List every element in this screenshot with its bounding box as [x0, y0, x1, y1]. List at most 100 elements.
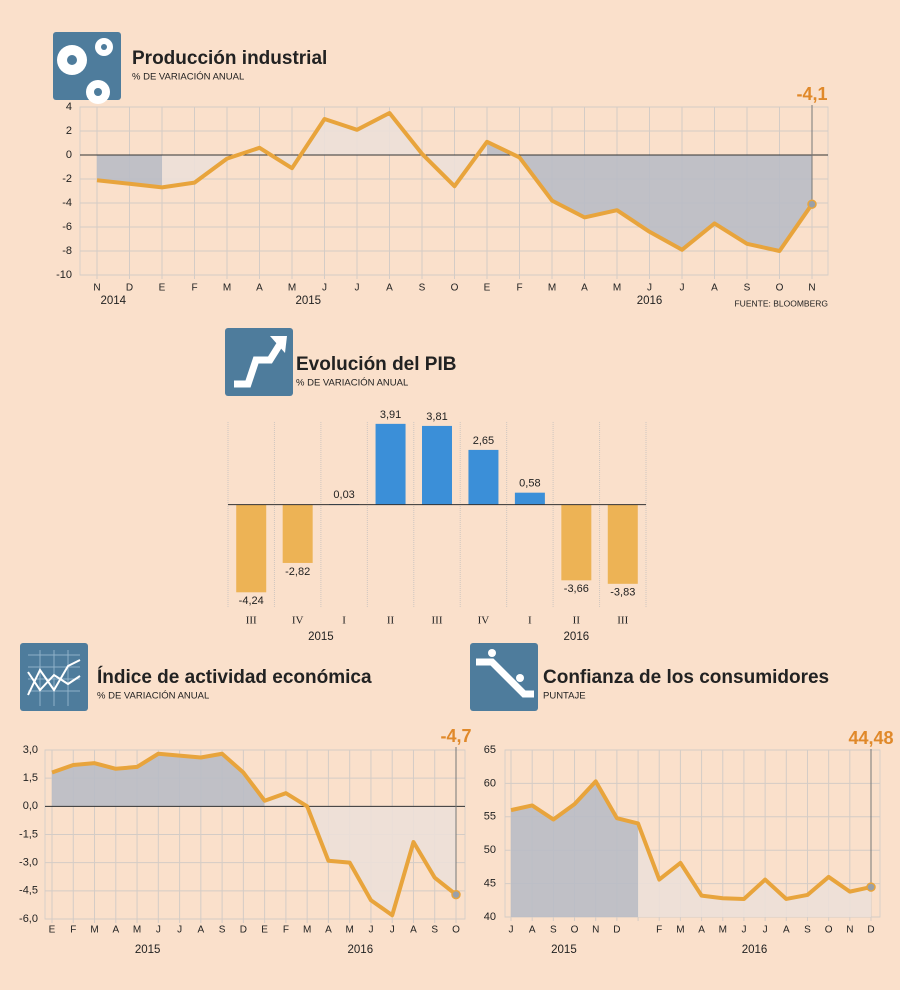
x-tick-label: IV	[478, 615, 490, 627]
x-tick-label: S	[744, 283, 751, 294]
year-label: 2016	[348, 944, 374, 956]
year-label: 2014	[100, 295, 126, 307]
x-tick-label: I	[528, 615, 532, 627]
x-tick-label: J	[647, 283, 652, 294]
x-tick-label: M	[288, 283, 296, 294]
annotation: -4,7	[440, 726, 471, 746]
x-tick-label: O	[452, 925, 460, 936]
x-tick-label: M	[719, 925, 727, 936]
x-tick-label: O	[571, 925, 579, 936]
value-label: -4,24	[239, 595, 264, 607]
y-tick-label: 4	[66, 101, 72, 113]
value-label: -3,83	[610, 587, 635, 599]
y-tick-label: -3,0	[19, 857, 38, 869]
x-tick-label: N	[93, 283, 100, 294]
x-tick-label: A	[256, 283, 263, 294]
area	[511, 781, 639, 917]
x-tick-label: D	[240, 925, 247, 936]
x-tick-label: M	[90, 925, 98, 936]
x-tick-label: E	[159, 283, 166, 294]
y-tick-label: -2	[62, 173, 72, 185]
line	[96, 111, 814, 253]
y-tick-label: 60	[484, 777, 496, 789]
area	[638, 823, 871, 917]
x-tick-label: M	[548, 283, 556, 294]
value-label: -2,82	[285, 566, 310, 578]
x-tick-label: IV	[292, 615, 304, 627]
y-tick-label: -8	[62, 245, 72, 257]
x-tick-label: F	[283, 925, 289, 936]
title: Evolución del PIB	[296, 354, 456, 375]
x-tick-label: S	[431, 925, 438, 936]
bar	[514, 492, 545, 505]
value-label: 3,91	[380, 409, 401, 421]
x-tick-label: A	[581, 283, 588, 294]
x-tick-label: A	[325, 925, 332, 936]
x-tick-label: O	[776, 283, 784, 294]
x-tick-label: S	[219, 925, 226, 936]
x-tick-label: A	[410, 925, 417, 936]
year-label: 2016	[564, 631, 590, 643]
icon-chart	[20, 643, 88, 711]
value-label: 2,65	[473, 435, 494, 447]
year-label: 2015	[551, 944, 577, 956]
annotation: 44,48	[848, 728, 893, 748]
x-tick-label: II	[573, 615, 581, 627]
y-tick-label: -6	[62, 221, 72, 233]
y-tick-label: 0,0	[23, 800, 38, 812]
y-tick-label: -1,5	[19, 828, 38, 840]
x-tick-label: II	[387, 615, 395, 627]
subtitle: % DE VARIACIÓN ANUAL	[97, 691, 209, 702]
x-tick-label: J	[322, 283, 327, 294]
x-tick-label: E	[484, 283, 491, 294]
x-tick-label: F	[656, 925, 662, 936]
x-tick-label: M	[613, 283, 621, 294]
area	[97, 155, 162, 188]
x-tick-label: A	[529, 925, 536, 936]
y-tick-label: -4,5	[19, 885, 38, 897]
x-tick-label: A	[783, 925, 790, 936]
year-label: 2016	[742, 944, 768, 956]
value-label: 0,03	[333, 489, 354, 501]
y-tick-label: 65	[484, 744, 496, 756]
y-tick-label: 40	[484, 911, 496, 923]
x-tick-label: N	[592, 925, 599, 936]
x-tick-label: N	[846, 925, 853, 936]
end-point	[866, 882, 876, 892]
icon-arrow	[225, 328, 293, 396]
y-tick-label: 3,0	[23, 744, 38, 756]
y-tick-label: 55	[484, 811, 496, 823]
x-tick-label: S	[419, 283, 426, 294]
x-tick-label: O	[825, 925, 833, 936]
x-tick-label: E	[261, 925, 268, 936]
x-tick-label: F	[191, 283, 197, 294]
bar	[282, 504, 313, 563]
end-point	[451, 889, 461, 900]
x-tick-label: A	[386, 283, 393, 294]
icon-gears	[53, 32, 121, 104]
x-tick-label: J	[368, 925, 373, 936]
value-label: 0,58	[519, 478, 540, 490]
x-tick-label: M	[303, 925, 311, 936]
end-point	[807, 199, 817, 209]
y-tick-label: 2	[66, 125, 72, 137]
subtitle: % DE VARIACIÓN ANUAL	[296, 378, 408, 389]
x-tick-label: M	[346, 925, 354, 936]
x-tick-label: F	[516, 283, 522, 294]
x-tick-label: J	[680, 283, 685, 294]
x-tick-label: A	[698, 925, 705, 936]
x-tick-label: J	[156, 925, 161, 936]
icon-escalator	[470, 643, 538, 711]
x-tick-label: III	[617, 615, 628, 627]
subtitle: % DE VARIACIÓN ANUAL	[132, 72, 244, 83]
x-tick-label: D	[613, 925, 620, 936]
x-tick-label: III	[246, 615, 257, 627]
x-tick-label: D	[867, 925, 874, 936]
x-tick-label: III	[432, 615, 443, 627]
x-tick-label: E	[49, 925, 56, 936]
x-tick-label: J	[763, 925, 768, 936]
year-label: 2015	[295, 295, 321, 307]
annotation: -4,1	[796, 84, 827, 104]
x-tick-label: I	[342, 615, 346, 627]
